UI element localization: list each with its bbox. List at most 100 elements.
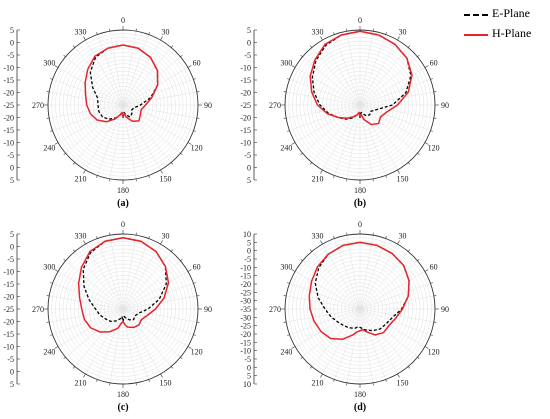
angle-tick-mark [148, 236, 150, 239]
grid-spoke [57, 104, 124, 143]
grid-spoke [359, 79, 431, 106]
radial-tick-label: -20 [240, 89, 251, 98]
angle-label: 30 [399, 27, 407, 36]
angle-tick-mark [54, 269, 59, 272]
angle-label: 210 [75, 379, 87, 388]
radial-tick-label: -35 [240, 305, 251, 314]
h-plane-curve [84, 44, 159, 123]
radial-tick-label: -5 [7, 355, 14, 364]
angle-label: 180 [117, 186, 129, 195]
angle-tick-mark [309, 45, 313, 48]
angle-tick-mark [320, 240, 323, 245]
radial-tick-label: 0 [10, 243, 14, 252]
angle-tick-mark [50, 130, 53, 132]
angle-label: 210 [312, 379, 324, 388]
angle-label: 330 [75, 231, 87, 240]
angle-label: 150 [160, 379, 172, 388]
radial-tick-label: -15 [240, 272, 251, 281]
angle-tick-mark [333, 175, 335, 178]
grid-spoke [122, 283, 194, 310]
grid-spoke [322, 39, 361, 106]
grid-spoke [122, 260, 181, 310]
polar-plot-c: 0 30 60 90 120 150 180 210 240 270 300 330 5 0 -5 -10 -1… [3, 220, 212, 413]
angle-tick-mark [407, 45, 411, 48]
radial-tick-label: -5 [244, 151, 251, 160]
angle-tick-mark [407, 249, 411, 252]
grid-spoke [52, 79, 124, 106]
grid-spoke [122, 104, 181, 154]
grid-spoke [334, 34, 361, 106]
angle-tick-mark [54, 346, 59, 349]
angle-label: 240 [280, 144, 292, 153]
grid-spoke [359, 238, 386, 310]
grid-spoke [122, 47, 172, 106]
angle-tick-mark [287, 334, 290, 336]
polar-plot-b: 0 30 60 90 120 150 180 210 240 270 300 330 5 0 -5 -10 -1… [240, 16, 449, 209]
radial-tick-label: 0 [247, 247, 251, 256]
angle-label: 300 [280, 59, 292, 68]
grid-spoke [359, 308, 409, 367]
angle-label: 300 [43, 263, 55, 272]
angle-tick-mark [180, 258, 183, 262]
radial-tick-label: -10 [3, 268, 14, 277]
angle-label: 150 [397, 379, 409, 388]
grid-spoke [286, 308, 361, 323]
angle-tick-mark [83, 36, 86, 41]
grid-spoke [311, 308, 361, 367]
grid-spoke [122, 271, 189, 310]
radial-tick-label: -20 [3, 89, 14, 98]
grid-spoke [122, 243, 161, 310]
grid-spoke [122, 104, 194, 131]
grid-spoke [122, 104, 149, 176]
grid-spoke [49, 308, 124, 323]
angle-label: 180 [117, 390, 129, 399]
grid-spoke [302, 104, 361, 154]
angle-tick-mark [385, 175, 387, 178]
grid-spoke [49, 104, 124, 119]
radial-tick-label: 5 [10, 176, 14, 185]
grid-spoke [359, 260, 418, 310]
grid-spoke [52, 308, 124, 335]
grid-spoke [122, 308, 197, 323]
grid-spoke [294, 104, 361, 143]
angle-tick-mark [287, 282, 290, 284]
panel-caption: (a) [117, 198, 129, 209]
angle-tick-mark [397, 373, 400, 378]
radial-tick-label: -10 [3, 343, 14, 352]
grid-spoke [122, 104, 189, 143]
grid-spoke [74, 251, 124, 310]
grid-spoke [122, 91, 197, 106]
radial-tick-label: -20 [3, 114, 14, 123]
grid-spoke [122, 34, 149, 106]
h-plane-curve [308, 241, 410, 341]
h-plane-curve [77, 237, 170, 333]
grid-spoke [74, 104, 124, 163]
radial-tick-label: -10 [3, 64, 14, 73]
radial-tick-label: -25 [240, 322, 251, 331]
grid-spoke [289, 79, 361, 106]
grid-spoke [359, 235, 374, 310]
angle-label: 120 [428, 144, 440, 153]
angle-label: 240 [43, 144, 55, 153]
grid-spoke [359, 283, 431, 310]
angle-label: 150 [397, 175, 409, 184]
angle-tick-mark [333, 32, 335, 35]
grid-spoke [65, 308, 124, 358]
angle-tick-mark [180, 54, 183, 58]
radial-tick-label: -15 [3, 330, 14, 339]
grid-spoke [109, 235, 124, 310]
angle-tick-mark [83, 169, 86, 174]
angle-tick-mark [187, 142, 192, 145]
grid-spoke [122, 235, 137, 310]
grid-spoke [311, 251, 361, 310]
radial-tick-label: -10 [240, 347, 251, 356]
angle-label: 270 [269, 305, 281, 314]
radial-tick-label: -20 [240, 330, 251, 339]
angle-tick-mark [193, 334, 196, 336]
grid-spoke [65, 260, 124, 310]
grid-spoke [122, 251, 172, 310]
grid-spoke [359, 39, 398, 106]
angle-tick-mark [397, 36, 400, 41]
radial-tick-label: -25 [240, 101, 251, 110]
angle-tick-mark [187, 269, 192, 272]
